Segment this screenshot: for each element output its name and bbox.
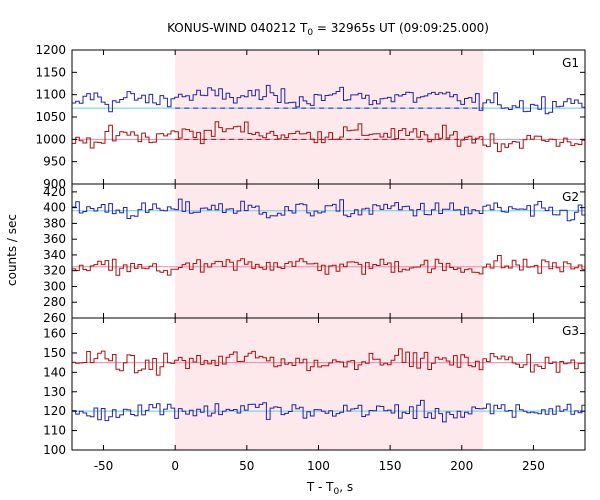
y-tick-label: 1050 xyxy=(35,110,66,124)
lightcurve-0 xyxy=(72,348,585,376)
y-tick-label: 160 xyxy=(43,327,66,341)
x-axis-title: T - T0, s xyxy=(306,480,353,497)
panel-frame xyxy=(71,317,586,451)
panel-label: G3 xyxy=(562,324,579,338)
highlight-band xyxy=(175,318,484,450)
y-tick-label: 950 xyxy=(43,155,66,169)
lightcurve-1 xyxy=(72,121,585,153)
y-tick-label: 900 xyxy=(43,177,66,191)
y-tick-label: 280 xyxy=(43,295,66,309)
x-tick-label: 50 xyxy=(239,459,254,473)
y-tick-label: 130 xyxy=(43,385,66,399)
x-tick-label: -50 xyxy=(94,459,114,473)
chart-title: KONUS-WIND 040212 T0 = 32965s UT (09:09:… xyxy=(167,21,489,38)
y-tick-label: 420 xyxy=(43,185,66,199)
y-tick-label: 400 xyxy=(43,201,66,215)
x-tick-labels: -50 0 50 100 150 200 250 xyxy=(94,459,545,473)
x-tick-label: 150 xyxy=(379,459,402,473)
y-tick-label: 1150 xyxy=(35,65,66,79)
y-tick-label: 1000 xyxy=(35,132,66,146)
panel-label: G2 xyxy=(562,190,579,204)
highlight-band xyxy=(175,50,484,184)
y-tick-label: 300 xyxy=(43,279,66,293)
y-tick-label: 320 xyxy=(43,264,66,278)
panel-g1: 900 950 1000 1050 1100 1150 1200 G1 xyxy=(35,43,586,191)
x-tick-label: 0 xyxy=(171,459,179,473)
x-tick-label: 250 xyxy=(522,459,545,473)
x-tick-label: 200 xyxy=(450,459,473,473)
y-tick-label: 1100 xyxy=(35,88,66,102)
y-tick-label: 1200 xyxy=(35,43,66,57)
lightcurve-1 xyxy=(72,255,585,276)
panel-label: G1 xyxy=(562,56,579,70)
y-tick-label: 340 xyxy=(43,248,66,262)
lightcurve-1 xyxy=(72,399,585,423)
y-tick-label: 120 xyxy=(43,404,66,418)
y-tick-label: 100 xyxy=(43,443,66,457)
y-tick-label: 260 xyxy=(43,311,66,325)
x-tick-label: 100 xyxy=(307,459,330,473)
y-tick-label: 110 xyxy=(43,424,66,438)
panels-group: 90095010001050110011501200G1260280300320… xyxy=(35,43,586,473)
lightcurve-0 xyxy=(72,198,585,222)
highlight-band xyxy=(175,184,484,318)
y-tick-label: 140 xyxy=(43,365,66,379)
y-axis-title: counts / sec xyxy=(5,214,19,286)
lightcurve-0 xyxy=(72,84,585,115)
y-tick-label: 360 xyxy=(43,232,66,246)
y-tick-label: 380 xyxy=(43,216,66,230)
y-tick-label: 150 xyxy=(43,346,66,360)
panel-g3: 100 110 120 130 140 150 160 G3 xyxy=(43,317,586,457)
